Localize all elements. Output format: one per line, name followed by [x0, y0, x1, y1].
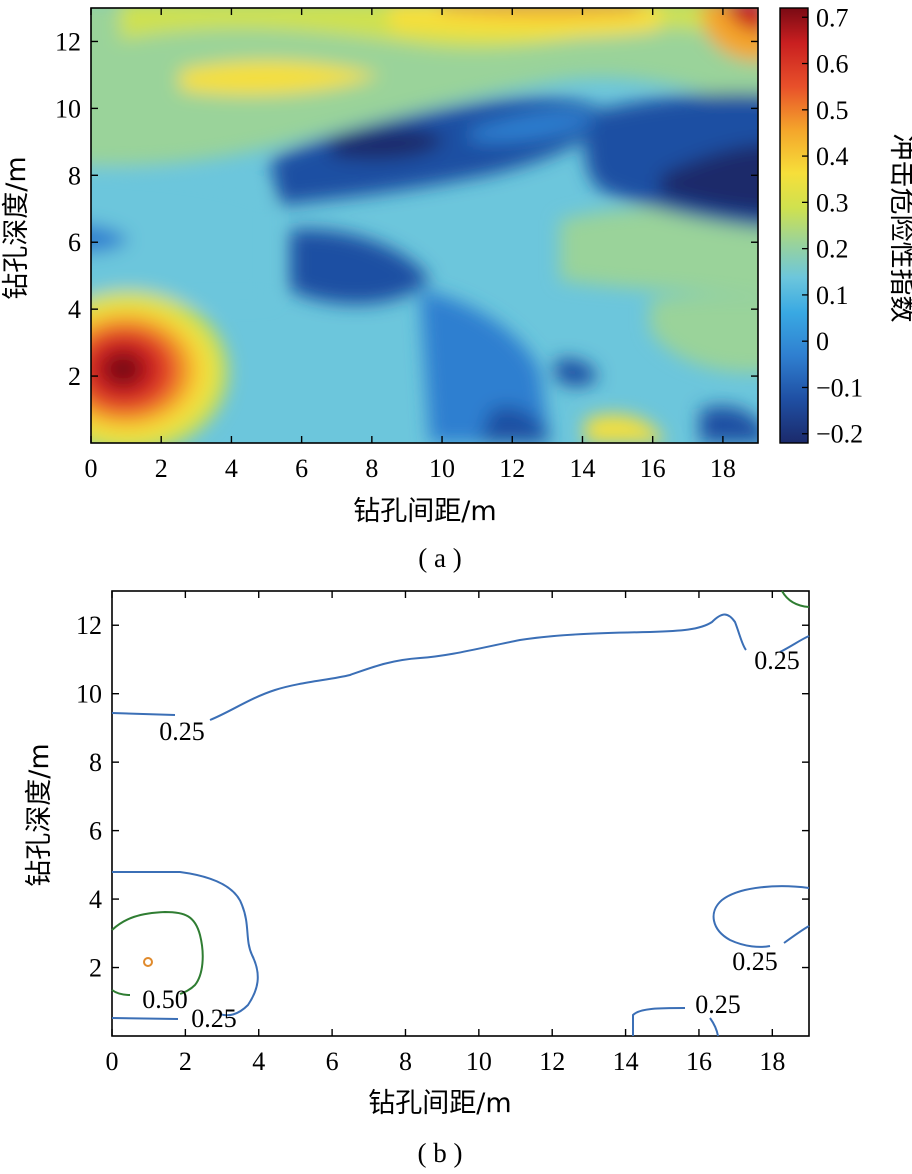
colorbar-tick-label: 0.1	[816, 281, 849, 310]
x-tick-label: 16	[686, 1047, 712, 1076]
x-tick-label: 12	[539, 1047, 565, 1076]
x-tick-label: 18	[710, 454, 736, 483]
x-tick-label: 14	[613, 1047, 639, 1076]
colorbar-tick-label: −0.2	[816, 420, 863, 449]
x-axis-label-b: 钻孔间距/m	[368, 1088, 511, 1119]
contour-line-025-leftbottom	[111, 1017, 179, 1020]
colorbar-tick-label: 0.3	[816, 188, 849, 217]
x-tick-label: 2	[179, 1047, 192, 1076]
colorbar-tick-label: 0.4	[816, 142, 849, 171]
y-tick-label: 8	[89, 748, 102, 777]
heatmap-panel-a: 0 2 4 6 8 10 12 14 16 18 2 4 6 8 10 12 钻孔间距/m 钻孔深度/m ( …	[1, 3, 912, 573]
contour-label: 0.25	[191, 1004, 237, 1033]
x-tick-label: 14	[569, 454, 595, 483]
x-tick-label: 4	[225, 454, 238, 483]
contour-panel-b: 0 2 4 6 8 10 12 14 16 18 2 4 6 8 10 12 0.25 0.25 0.25 0…	[24, 590, 810, 1168]
y-tick-label: 10	[55, 94, 81, 123]
x-tick-label: 2	[155, 454, 168, 483]
x-tick-label: 12	[499, 454, 525, 483]
colorbar	[779, 7, 809, 444]
caption-b: ( b )	[418, 1138, 463, 1168]
colorbar-label: 冲击危险性指数	[886, 134, 912, 323]
y-axis-label-a: 钻孔深度/m	[1, 156, 32, 299]
contour-label: 0.50	[142, 985, 188, 1014]
contour-line-050-left	[111, 910, 204, 996]
colorbar-tick-label: 0.6	[816, 50, 849, 79]
x-tick-label: 16	[640, 454, 666, 483]
contour-label: 0.25	[159, 717, 205, 746]
y-tick-label: 2	[89, 954, 102, 983]
y-tick-label: 2	[68, 362, 81, 391]
caption-a: ( a )	[418, 543, 461, 573]
x-tick-label: 6	[326, 1047, 339, 1076]
x-tick-label: 6	[295, 454, 308, 483]
y-tick-label: 12	[76, 611, 102, 640]
x-axis-label-a: 钻孔间距/m	[353, 496, 496, 527]
y-tick-label: 8	[68, 161, 81, 190]
axis-ticks-a: 0 2 4 6 8 10 12 14 16 18 2 4 6 8 10 12	[55, 8, 758, 483]
contour-line-025-top	[111, 613, 747, 721]
contour-label: 0.25	[754, 646, 800, 675]
colorbar-tick-label: −0.1	[816, 373, 863, 402]
heatmap-field	[91, 8, 758, 443]
colorbar-tick-label: 0	[816, 327, 829, 356]
x-tick-label: 8	[365, 454, 378, 483]
contour-line-025-bottom	[632, 1007, 719, 1037]
axis-ticks-b: 0 2 4 6 8 10 12 14 16 18 2 4 6 8 10 12	[76, 591, 809, 1076]
x-tick-label: 18	[759, 1047, 785, 1076]
colorbar-tick-label: 0.7	[816, 3, 849, 32]
contour-line-025-topright	[779, 635, 810, 653]
contour-label: 0.25	[695, 990, 741, 1019]
y-tick-label: 6	[68, 228, 81, 257]
contour-line-025-left	[112, 871, 259, 1017]
colorbar-ticks: 0.7 0.6 0.5 0.4 0.3 0.2 0.1 0 −0.1 −0.2	[802, 3, 863, 449]
contour-line-050-topright	[781, 590, 810, 608]
y-tick-label: 4	[68, 295, 81, 324]
y-tick-label: 10	[76, 680, 102, 709]
x-tick-label: 10	[429, 454, 455, 483]
contour-line-070	[143, 957, 153, 967]
x-tick-label: 0	[106, 1047, 119, 1076]
contour-line-025-right	[712, 885, 810, 948]
x-tick-label: 4	[252, 1047, 265, 1076]
x-tick-label: 8	[399, 1047, 412, 1076]
y-axis-label-b: 钻孔深度/m	[24, 743, 55, 886]
plot-frame-b	[111, 590, 810, 1037]
y-tick-label: 6	[89, 817, 102, 846]
x-tick-label: 0	[85, 454, 98, 483]
contour-label: 0.25	[732, 947, 778, 976]
colorbar-tick-label: 0.2	[816, 235, 849, 264]
x-tick-label: 10	[466, 1047, 492, 1076]
y-tick-label: 12	[55, 27, 81, 56]
y-tick-label: 4	[89, 885, 102, 914]
plot-frame-a	[90, 7, 759, 444]
colorbar-tick-label: 0.5	[816, 96, 849, 125]
